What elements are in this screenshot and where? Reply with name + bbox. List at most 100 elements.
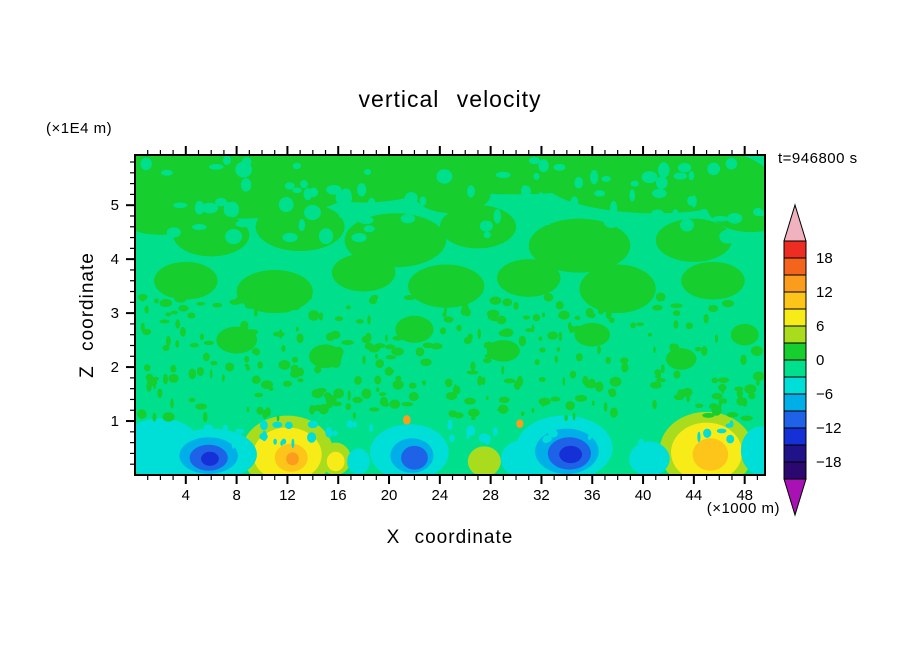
contour-blob bbox=[692, 438, 729, 471]
texture-dot bbox=[572, 325, 582, 333]
texture-dot bbox=[335, 191, 353, 206]
time-annotation: t=946800 s bbox=[778, 150, 858, 167]
texture-dot bbox=[162, 412, 175, 422]
texture-dot bbox=[533, 172, 540, 180]
texture-dot bbox=[389, 399, 401, 409]
texture-dot bbox=[680, 218, 694, 232]
contour-blob bbox=[629, 441, 670, 475]
texture-dot bbox=[532, 314, 541, 322]
colorbar-band bbox=[783, 376, 807, 395]
texture-dot bbox=[143, 364, 151, 372]
texture-dot bbox=[748, 392, 756, 400]
contour-blob bbox=[528, 218, 631, 273]
y-tick-label: 2 bbox=[111, 359, 119, 376]
texture-dot bbox=[368, 344, 380, 353]
texture-dot bbox=[361, 388, 372, 399]
colorbar: 18 12 6 0 −6 −12 −18 bbox=[783, 203, 841, 517]
texture-dot bbox=[511, 344, 518, 353]
texture-dot bbox=[610, 200, 618, 217]
texture-dot bbox=[655, 292, 666, 302]
texture-dot bbox=[235, 296, 244, 304]
texture-dot bbox=[291, 438, 295, 449]
texture-dot bbox=[280, 440, 284, 446]
texture-dot bbox=[528, 156, 541, 165]
texture-dot bbox=[526, 436, 533, 446]
texture-dot bbox=[725, 157, 738, 170]
texture-dot bbox=[686, 391, 691, 403]
texture-dot bbox=[333, 388, 345, 399]
texture-dot bbox=[245, 329, 259, 335]
texture-dot bbox=[460, 307, 469, 316]
texture-dot bbox=[695, 403, 704, 409]
texture-dot bbox=[655, 176, 668, 190]
contour-blob bbox=[347, 448, 370, 475]
texture-dot bbox=[597, 345, 601, 354]
texture-dot bbox=[534, 209, 547, 218]
contour-blob bbox=[286, 452, 299, 466]
texture-dot bbox=[503, 378, 516, 384]
texture-dot bbox=[240, 320, 249, 332]
texture-dot bbox=[498, 330, 510, 337]
texture-dot bbox=[440, 327, 447, 335]
texture-dot bbox=[638, 438, 644, 446]
texture-dot bbox=[290, 370, 301, 378]
texture-dot bbox=[367, 197, 376, 210]
texture-dot bbox=[569, 370, 577, 379]
y-tick-label: 4 bbox=[111, 251, 119, 268]
texture-dot bbox=[525, 328, 534, 333]
y-tick-label: 3 bbox=[111, 305, 119, 322]
texture-dot bbox=[146, 381, 152, 392]
colorbar-label: 12 bbox=[816, 284, 833, 301]
texture-dot bbox=[753, 207, 763, 217]
texture-dot bbox=[168, 373, 179, 383]
texture-dot bbox=[677, 162, 692, 173]
contour-blob bbox=[331, 253, 396, 292]
contour-blob bbox=[395, 315, 434, 343]
texture-dot bbox=[502, 298, 513, 307]
contour-blob bbox=[496, 259, 561, 297]
texture-dot bbox=[557, 313, 564, 318]
texture-dot bbox=[203, 424, 209, 431]
texture-dot bbox=[355, 319, 364, 324]
texture-dot bbox=[308, 310, 320, 321]
texture-dot bbox=[637, 217, 656, 231]
texture-dot bbox=[162, 345, 170, 352]
texture-dot bbox=[742, 397, 748, 407]
texture-dot bbox=[379, 392, 387, 397]
texture-dot bbox=[408, 382, 417, 389]
texture-dot bbox=[727, 212, 743, 224]
texture-dot bbox=[369, 423, 373, 433]
x-tick-label: 12 bbox=[279, 487, 296, 504]
contour-blob bbox=[236, 269, 313, 314]
texture-dot bbox=[701, 346, 708, 356]
texture-dot bbox=[201, 202, 219, 214]
texture-dot bbox=[605, 309, 612, 320]
texture-dot bbox=[492, 427, 498, 436]
x-tick-label: 20 bbox=[381, 487, 398, 504]
texture-dot bbox=[477, 328, 481, 340]
texture-dot bbox=[316, 387, 327, 394]
texture-dot bbox=[215, 197, 227, 207]
texture-dot bbox=[338, 206, 350, 220]
x-tick-label: 8 bbox=[232, 487, 240, 504]
texture-dot bbox=[153, 298, 159, 304]
texture-dot bbox=[635, 322, 644, 327]
texture-dot bbox=[392, 335, 404, 341]
texture-dot bbox=[572, 412, 576, 421]
texture-dot bbox=[235, 220, 251, 228]
texture-dot bbox=[221, 374, 225, 382]
texture-dot bbox=[284, 182, 295, 190]
texture-dot bbox=[246, 406, 250, 413]
texture-dot bbox=[669, 354, 674, 361]
texture-dot bbox=[161, 425, 170, 431]
contour-blob bbox=[500, 439, 547, 475]
texture-dot bbox=[174, 295, 187, 303]
texture-dot bbox=[436, 169, 453, 184]
texture-dot bbox=[518, 335, 527, 347]
texture-dot bbox=[442, 311, 447, 318]
texture-dot bbox=[547, 331, 558, 340]
colorbar-label: 18 bbox=[816, 250, 833, 267]
texture-dot bbox=[630, 322, 636, 329]
texture-dot bbox=[740, 415, 753, 421]
texture-dot bbox=[244, 356, 250, 363]
